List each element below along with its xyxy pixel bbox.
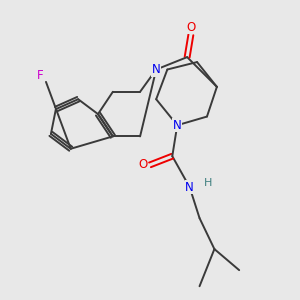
Text: O: O bbox=[138, 158, 147, 171]
Text: F: F bbox=[37, 69, 43, 82]
Text: O: O bbox=[186, 21, 196, 34]
Text: N: N bbox=[185, 181, 194, 194]
Text: N: N bbox=[152, 63, 161, 76]
Text: N: N bbox=[173, 119, 182, 132]
Text: H: H bbox=[204, 178, 212, 188]
